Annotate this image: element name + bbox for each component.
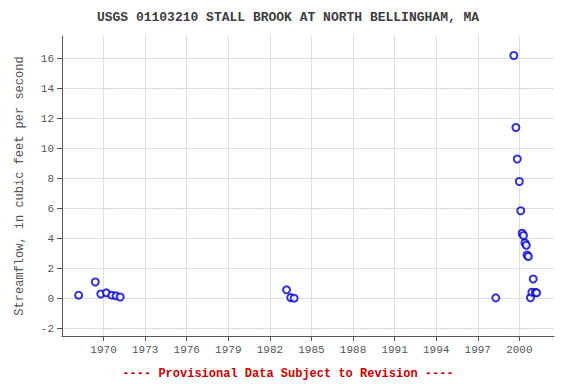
svg-text:6: 6	[47, 203, 54, 215]
svg-text:USGS 01103210 STALL BROOK AT N: USGS 01103210 STALL BROOK AT NORTH BELLI…	[97, 10, 479, 25]
svg-text:1970: 1970	[90, 344, 116, 356]
svg-text:8: 8	[47, 173, 54, 185]
svg-text:12: 12	[41, 113, 54, 125]
svg-text:10: 10	[41, 143, 54, 155]
svg-text:---- Provisional Data Subject: ---- Provisional Data Subject to Revisio…	[122, 367, 453, 381]
svg-text:1979: 1979	[215, 344, 241, 356]
svg-text:Streamflow, in cubic feet per: Streamflow, in cubic feet per second	[13, 56, 27, 315]
svg-text:1982: 1982	[257, 344, 283, 356]
svg-text:0: 0	[47, 293, 54, 305]
svg-text:16: 16	[41, 53, 54, 65]
svg-text:14: 14	[41, 83, 55, 95]
svg-text:1988: 1988	[340, 344, 366, 356]
svg-text:1976: 1976	[174, 344, 200, 356]
svg-text:-2: -2	[41, 323, 54, 335]
svg-text:1994: 1994	[423, 344, 450, 356]
svg-text:1973: 1973	[132, 344, 158, 356]
svg-text:4: 4	[47, 233, 54, 245]
svg-text:1997: 1997	[465, 344, 491, 356]
svg-text:1991: 1991	[381, 344, 408, 356]
svg-text:2000: 2000	[506, 344, 532, 356]
svg-text:2: 2	[47, 263, 54, 275]
svg-text:1985: 1985	[298, 344, 324, 356]
